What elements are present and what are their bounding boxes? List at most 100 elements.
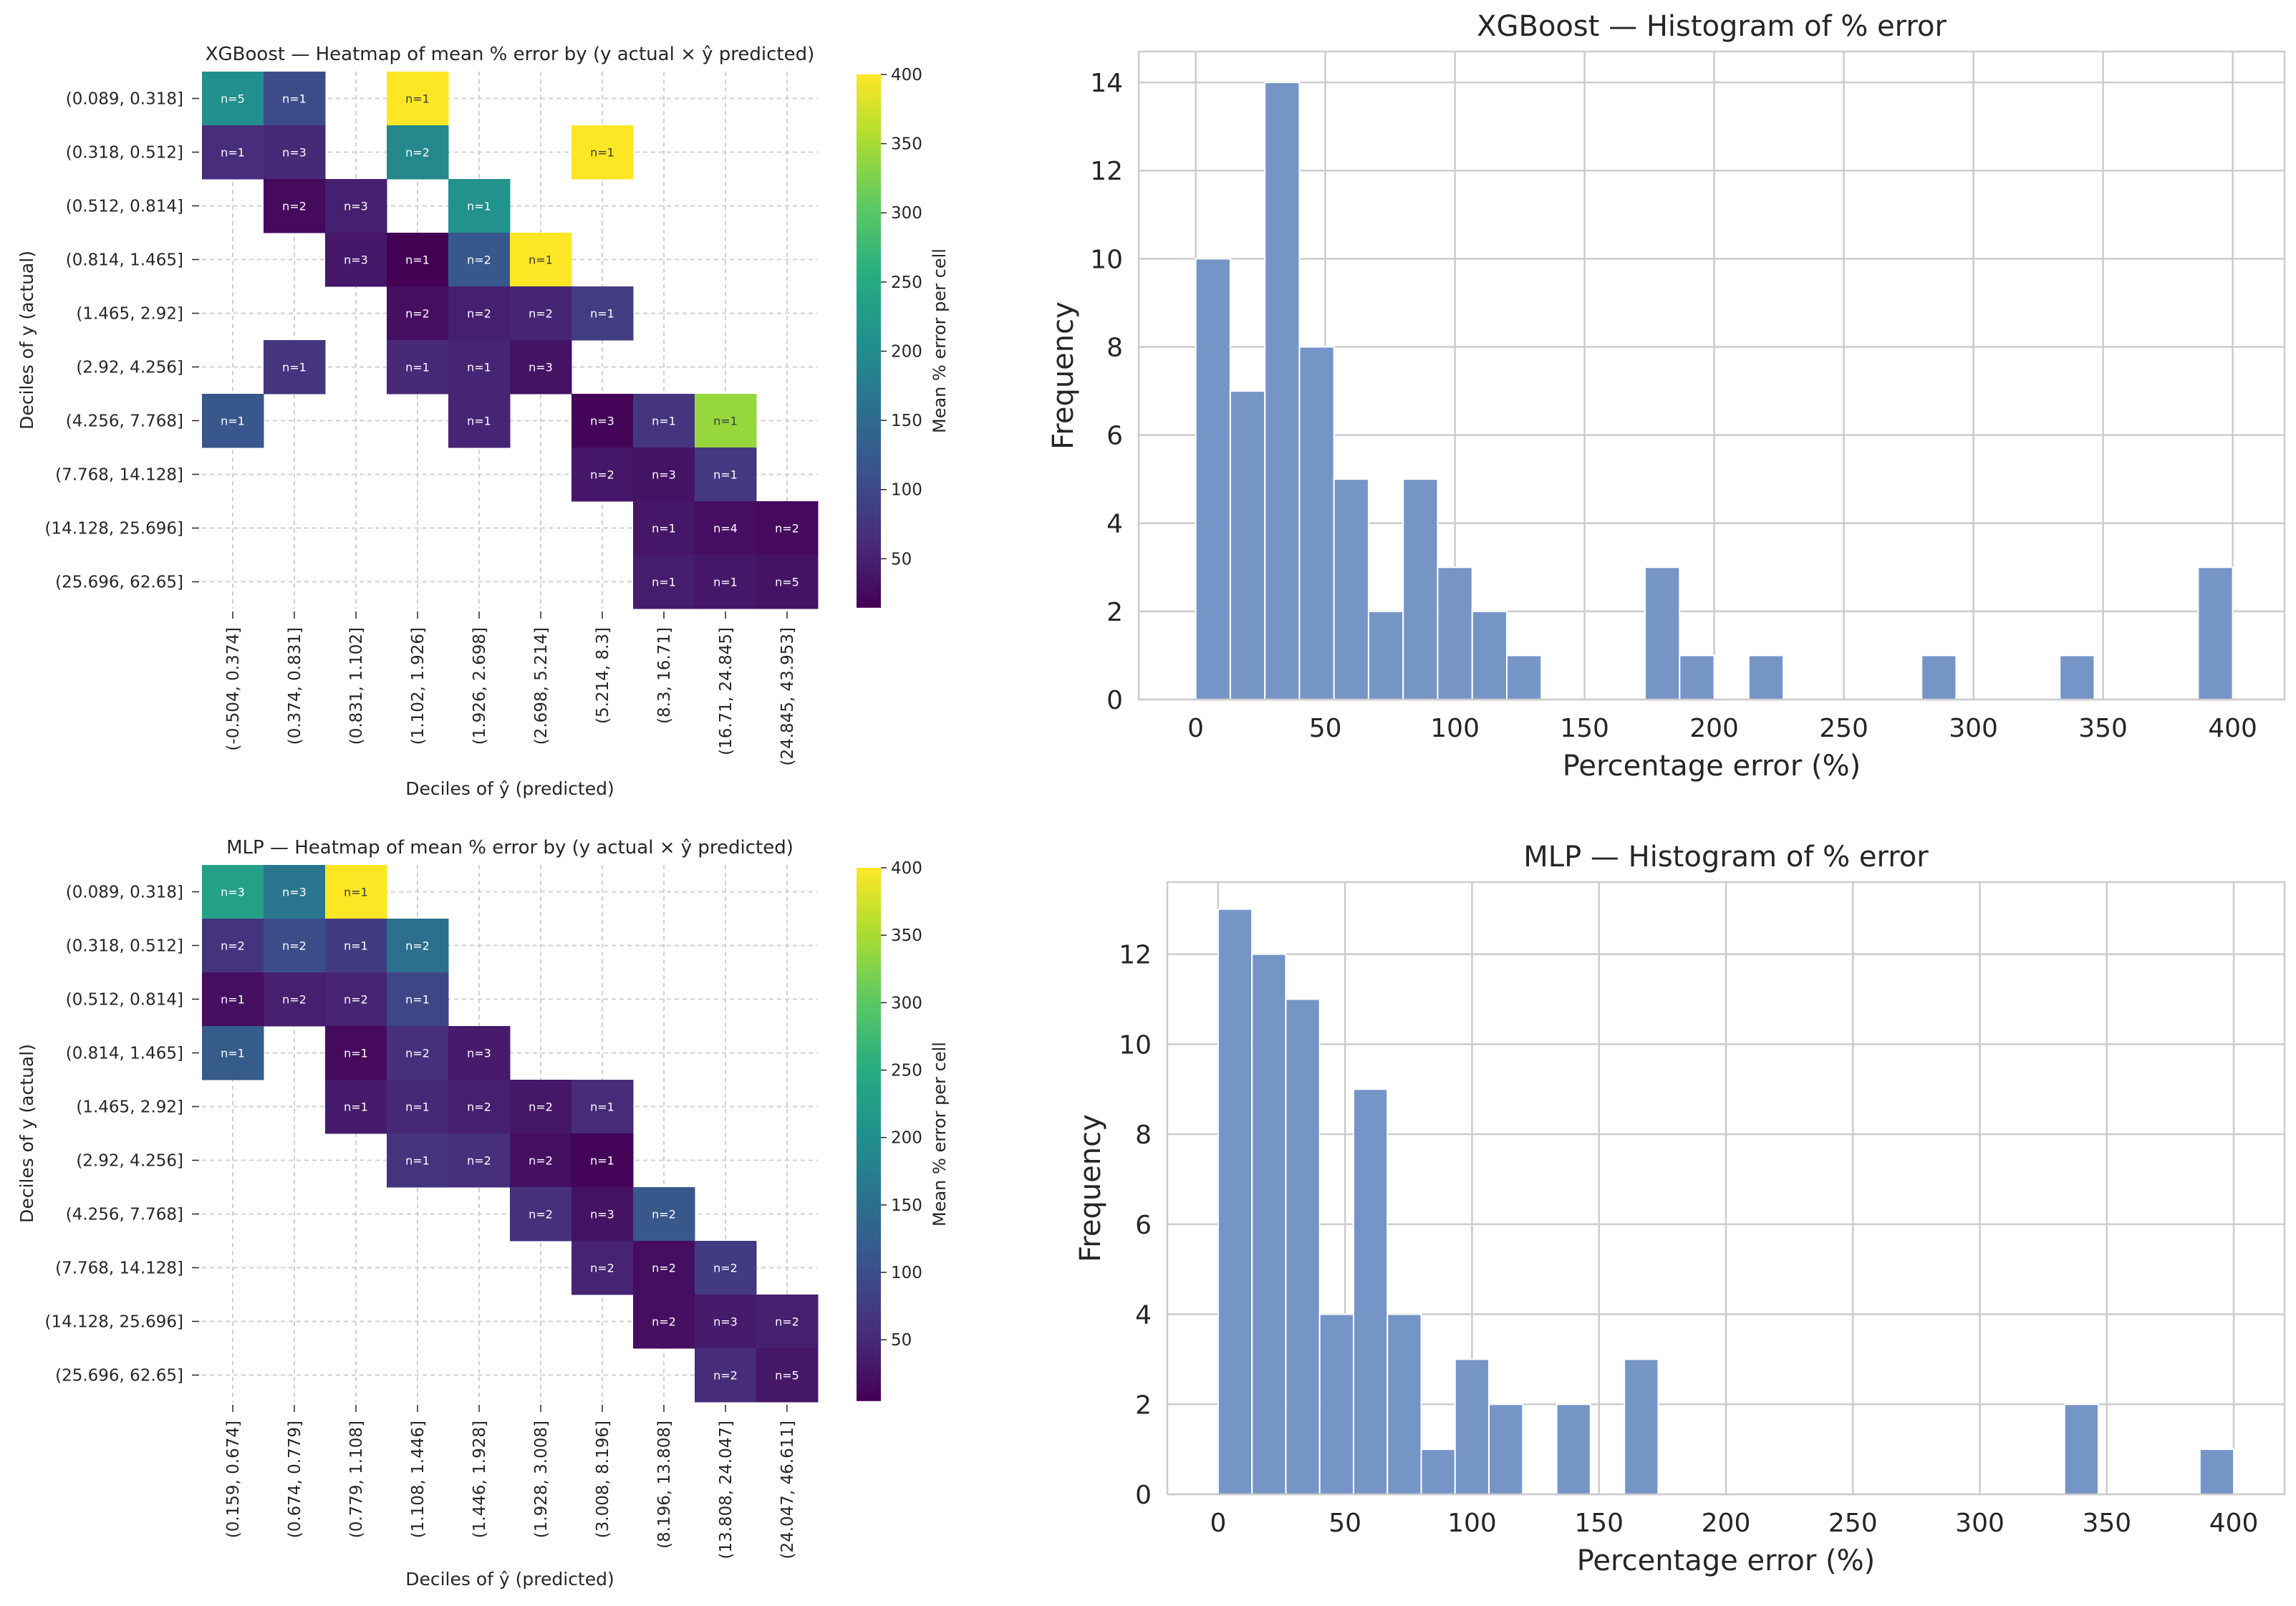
colorbar-segment (857, 1249, 881, 1255)
colorbar-segment (857, 1285, 881, 1290)
colorbar-segment (857, 558, 881, 563)
heatmap-cell (695, 555, 757, 609)
colorbar-segment (857, 208, 881, 213)
colorbar-segment (857, 132, 881, 137)
colorbar-segment (857, 1187, 881, 1193)
heatmap-row-label: (0.089, 0.318] (66, 884, 183, 902)
heatmap-cell-count: n=1 (467, 361, 491, 374)
heatmap-cell (695, 394, 757, 448)
hist-bar (2063, 1403, 2099, 1495)
colorbar-segment (857, 1232, 881, 1237)
colorbar-segment (857, 1395, 881, 1401)
colorbar-segment (857, 1161, 881, 1166)
heatmap-row-label: (0.512, 0.814] (66, 198, 183, 216)
heatmap-cell (571, 125, 634, 180)
hist-xtick-label: 250 (1828, 1509, 1878, 1538)
colorbar-segment (857, 119, 881, 124)
mlp_hist-group: 0 50 100 150 200 250 300 350 400 0 2 4 6 8 10 12 MLP — H… (1074, 841, 2286, 1577)
colorbar-segment (857, 314, 881, 319)
colorbar-segment (857, 487, 881, 493)
heatmap-col-label: (3.008, 8.196] (594, 1421, 612, 1538)
colorbar-segment (857, 541, 881, 546)
heatmap-col-label: (0.779, 1.108] (347, 1421, 366, 1538)
hist-xtick-label: 50 (1309, 714, 1342, 743)
colorbar-label: Mean % error per cell (930, 248, 950, 433)
colorbar-segment (857, 876, 881, 882)
colorbar-segment (857, 301, 881, 306)
heatmap-col-label: (1.928, 3.008] (532, 1421, 551, 1538)
colorbar-segment (857, 323, 881, 329)
colorbar-segment (857, 141, 881, 146)
heatmap-cell (202, 972, 264, 1027)
heatmap-cell-count: n=1 (529, 253, 553, 267)
colorbar-segment (857, 163, 881, 168)
colorbar-segment (857, 589, 881, 595)
heatmap-cell-count: n=2 (775, 522, 799, 536)
colorbar-segment (857, 101, 881, 107)
heatmap-col-label: (0.374, 0.831] (286, 627, 304, 745)
colorbar-segment (857, 549, 881, 555)
hist-xlabel: Percentage error (%) (1563, 750, 1861, 783)
colorbar-segment (857, 1107, 881, 1113)
heatmap-cell-count: n=2 (529, 1101, 553, 1114)
heatmap-col-label: (0.831, 1.102] (347, 627, 366, 745)
heatmap-cell-count: n=2 (529, 307, 553, 321)
colorbar-segment (857, 1218, 881, 1224)
colorbar-segment (857, 1240, 881, 1246)
colorbar-segment (857, 150, 881, 155)
heatmap-cell (387, 1026, 449, 1080)
colorbar-segment (857, 372, 881, 377)
colorbar-segment (857, 114, 881, 120)
colorbar-tick-label: 50 (891, 1331, 912, 1350)
heatmap-cell (325, 179, 387, 233)
hist-ytick-label: 12 (1090, 157, 1123, 186)
colorbar-segment (857, 505, 881, 511)
hist-bar (1367, 610, 1404, 700)
colorbar-segment (857, 1112, 881, 1117)
heatmap-title: XGBoost — Heatmap of mean % error by (y … (206, 44, 815, 65)
colorbar-segment (857, 943, 881, 949)
colorbar-segment (857, 1040, 881, 1046)
colorbar-segment (857, 1325, 881, 1330)
colorbar-segment (857, 1276, 881, 1282)
colorbar-segment (857, 336, 881, 342)
heatmap-cell-count: n=2 (713, 1262, 738, 1275)
colorbar-segment (857, 1258, 881, 1264)
colorbar-segment (857, 456, 881, 462)
heatmap-cell (387, 1080, 449, 1134)
colorbar-segment (857, 1378, 881, 1383)
colorbar-segment (857, 425, 881, 430)
colorbar-segment (857, 478, 881, 484)
colorbar-segment (857, 1290, 881, 1295)
heatmap-cell (448, 286, 511, 341)
hist-bar (1285, 998, 1321, 1496)
hist-xtick-label: 350 (2078, 714, 2128, 743)
colorbar-segment (857, 412, 881, 417)
heatmap-cell-count: n=1 (282, 92, 307, 106)
heatmap-cell (448, 179, 511, 233)
colorbar-segment (857, 585, 881, 590)
heatmap-col-label: (1.446, 1.928] (471, 1421, 489, 1538)
heatmap-cell (325, 865, 387, 919)
colorbar-segment (857, 332, 881, 337)
heatmap-cell (264, 972, 326, 1027)
colorbar-segment (857, 216, 881, 222)
colorbar-segment (857, 1347, 881, 1353)
colorbar-tick-label: 300 (891, 204, 922, 223)
heatmap-cell-count: n=1 (221, 1047, 245, 1060)
colorbar-segment (857, 287, 881, 293)
heatmap-cell-count: n=2 (405, 146, 430, 160)
heatmap-cell-count: n=2 (405, 307, 430, 321)
heatmap-cell (571, 394, 634, 448)
colorbar-segment (857, 567, 881, 573)
colorbar-segment (857, 1245, 881, 1250)
heatmap-cell-count: n=2 (282, 993, 307, 1007)
colorbar-segment (857, 1023, 881, 1028)
hist-title: XGBoost — Histogram of % error (1477, 10, 1947, 43)
colorbar-segment (857, 447, 881, 453)
heatmap-cell-count: n=3 (221, 886, 245, 899)
heatmap-cell (202, 919, 264, 973)
heatmap-cell (387, 340, 449, 395)
colorbar-segment (857, 1316, 881, 1322)
colorbar-segment (857, 97, 881, 102)
